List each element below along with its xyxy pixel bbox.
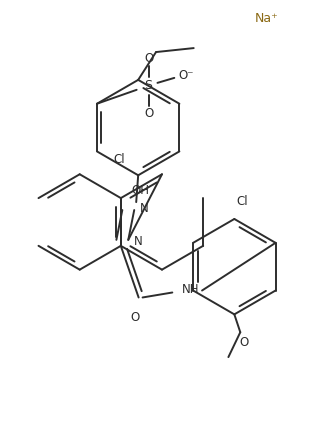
Text: O: O [144,107,153,120]
Text: N: N [134,235,143,248]
Text: O: O [144,51,153,64]
Text: O: O [240,336,249,349]
Text: Na⁺: Na⁺ [255,12,279,25]
Text: Cl: Cl [236,194,248,208]
Text: N: N [140,202,149,215]
Text: OH: OH [132,184,150,197]
Text: S: S [145,79,152,92]
Text: Cl: Cl [113,153,125,166]
Text: O: O [130,311,139,324]
Text: NH: NH [182,283,199,296]
Text: O⁻: O⁻ [178,70,194,83]
